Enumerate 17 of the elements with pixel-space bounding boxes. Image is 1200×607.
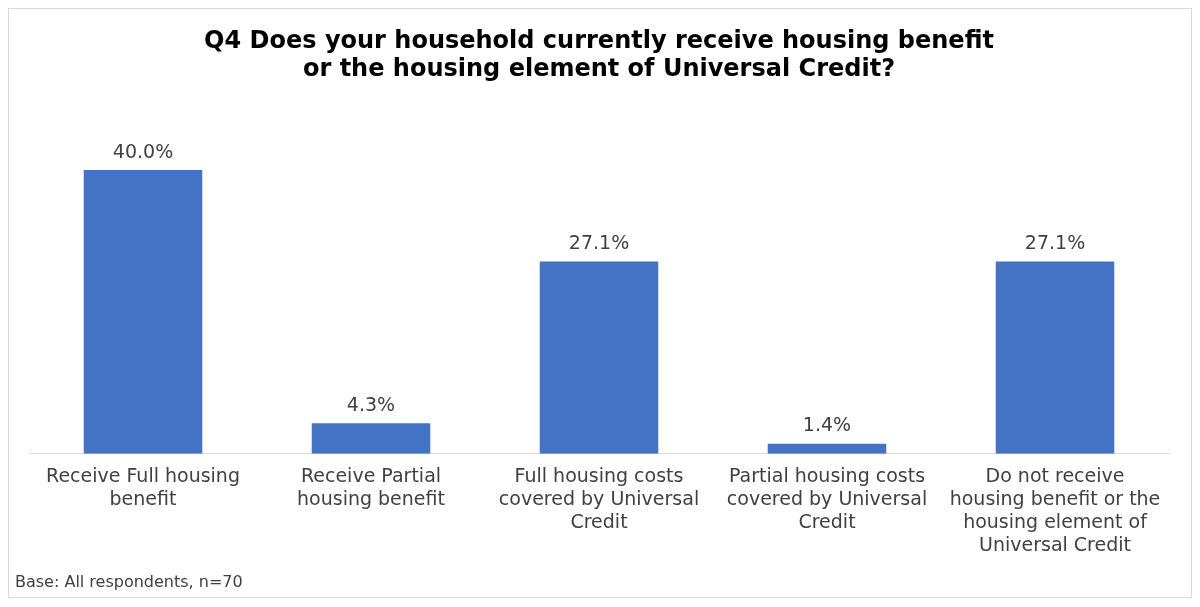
- bar: [995, 261, 1115, 454]
- bar: [539, 261, 659, 454]
- data-label: 27.1%: [568, 231, 630, 254]
- bar: [311, 423, 431, 454]
- bar: [83, 170, 203, 454]
- text: Base: All respondents, n=70: [15, 572, 243, 591]
- x-tick-label: Partial housing costs covered by Universal Credit: [726, 464, 928, 532]
- data-label: 1.4%: [802, 413, 852, 436]
- data-label: 27.1%: [1024, 231, 1086, 254]
- x-tick-label: Do not receive housing benefit or the housing element of Universal Credit: [949, 464, 1161, 555]
- bar: [767, 443, 887, 454]
- x-tick-label: Full housing costs covered by Universal Credit: [498, 464, 700, 532]
- x-tick-label: Receive Full housing benefit: [46, 464, 240, 509]
- data-label: 40.0%: [112, 139, 174, 162]
- chart-title: Q4 Does your household currently receive housing benefit or the housing element of Universal Credit?: [204, 25, 994, 83]
- data-label: 4.3%: [346, 392, 396, 415]
- x-tick-label: Receive Partial housing benefit: [297, 464, 445, 509]
